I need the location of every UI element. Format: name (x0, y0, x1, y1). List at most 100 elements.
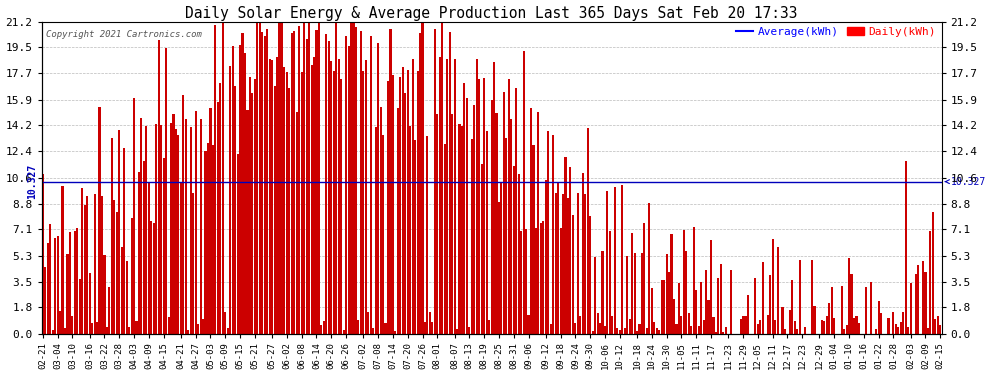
Bar (619, 330, 621, 333)
Bar (350, 22, 352, 333)
Bar (834, 318, 836, 333)
Bar (200, 119, 202, 333)
Bar (273, 86, 275, 333)
Bar (850, 274, 852, 333)
Bar (232, 46, 234, 333)
Bar (123, 148, 125, 333)
Bar (278, 22, 280, 333)
Bar (71, 316, 73, 333)
Bar (746, 295, 749, 333)
Bar (730, 270, 732, 333)
Bar (569, 166, 571, 333)
Bar (698, 326, 700, 333)
Bar (636, 332, 639, 333)
Bar (155, 124, 157, 333)
Bar (215, 25, 217, 333)
Bar (397, 108, 399, 333)
Bar (683, 230, 685, 333)
Bar (258, 22, 260, 333)
Bar (202, 320, 204, 333)
Bar (212, 145, 214, 333)
Bar (824, 321, 826, 333)
Text: Copyright 2021 Cartronics.com: Copyright 2021 Cartronics.com (47, 30, 202, 39)
Bar (392, 75, 394, 333)
Bar (76, 228, 78, 333)
Bar (776, 247, 778, 333)
Bar (296, 112, 298, 333)
Title: Daily Solar Energy & Average Production Last 365 Days Sat Feb 20 17:33: Daily Solar Energy & Average Production … (185, 6, 798, 21)
Bar (754, 278, 756, 333)
Bar (379, 106, 382, 333)
Bar (419, 33, 421, 333)
Bar (552, 135, 554, 333)
Bar (59, 311, 61, 333)
Bar (422, 22, 424, 333)
Bar (182, 95, 184, 333)
Bar (367, 312, 369, 333)
Bar (103, 255, 106, 333)
Bar (858, 323, 860, 333)
Bar (718, 278, 720, 333)
Bar (121, 247, 123, 333)
Bar (670, 234, 672, 333)
Bar (347, 45, 349, 333)
Bar (266, 29, 268, 333)
Bar (740, 319, 742, 333)
Bar (293, 32, 295, 333)
Bar (498, 202, 500, 333)
Legend: Average(kWh), Daily(kWh): Average(kWh), Daily(kWh) (737, 27, 936, 37)
Bar (106, 327, 108, 333)
Bar (804, 327, 806, 333)
Bar (256, 22, 258, 333)
Bar (323, 321, 325, 333)
Bar (488, 320, 490, 333)
Text: 10.327: 10.327 (27, 164, 37, 199)
Bar (641, 253, 643, 333)
Bar (113, 200, 116, 333)
Bar (116, 212, 118, 333)
Bar (45, 267, 47, 333)
Bar (261, 32, 263, 333)
Bar (384, 323, 386, 333)
Bar (311, 65, 313, 333)
Bar (143, 161, 145, 333)
Bar (451, 114, 453, 333)
Bar (195, 111, 197, 333)
Bar (333, 70, 335, 333)
Bar (372, 327, 374, 333)
Bar (922, 261, 924, 333)
Bar (357, 320, 359, 333)
Bar (437, 114, 439, 333)
Bar (336, 22, 338, 333)
Bar (456, 329, 458, 333)
Bar (875, 328, 877, 333)
Bar (281, 22, 283, 333)
Bar (364, 60, 367, 333)
Bar (725, 327, 727, 333)
Bar (253, 79, 255, 333)
Bar (138, 172, 140, 333)
Bar (382, 135, 384, 333)
Bar (207, 143, 209, 333)
Bar (607, 191, 609, 333)
Bar (242, 33, 244, 333)
Bar (845, 325, 847, 333)
Bar (220, 82, 222, 333)
Bar (369, 36, 372, 333)
Bar (81, 188, 83, 333)
Bar (133, 98, 135, 333)
Bar (587, 128, 589, 333)
Bar (853, 318, 855, 333)
Bar (394, 331, 396, 333)
Bar (448, 32, 450, 333)
Bar (288, 88, 290, 333)
Bar (720, 264, 722, 333)
Bar (483, 78, 485, 333)
Bar (47, 243, 49, 333)
Bar (655, 327, 657, 333)
Bar (907, 327, 909, 333)
Bar (705, 270, 707, 333)
Bar (412, 59, 414, 333)
Bar (291, 33, 293, 333)
Bar (93, 194, 96, 333)
